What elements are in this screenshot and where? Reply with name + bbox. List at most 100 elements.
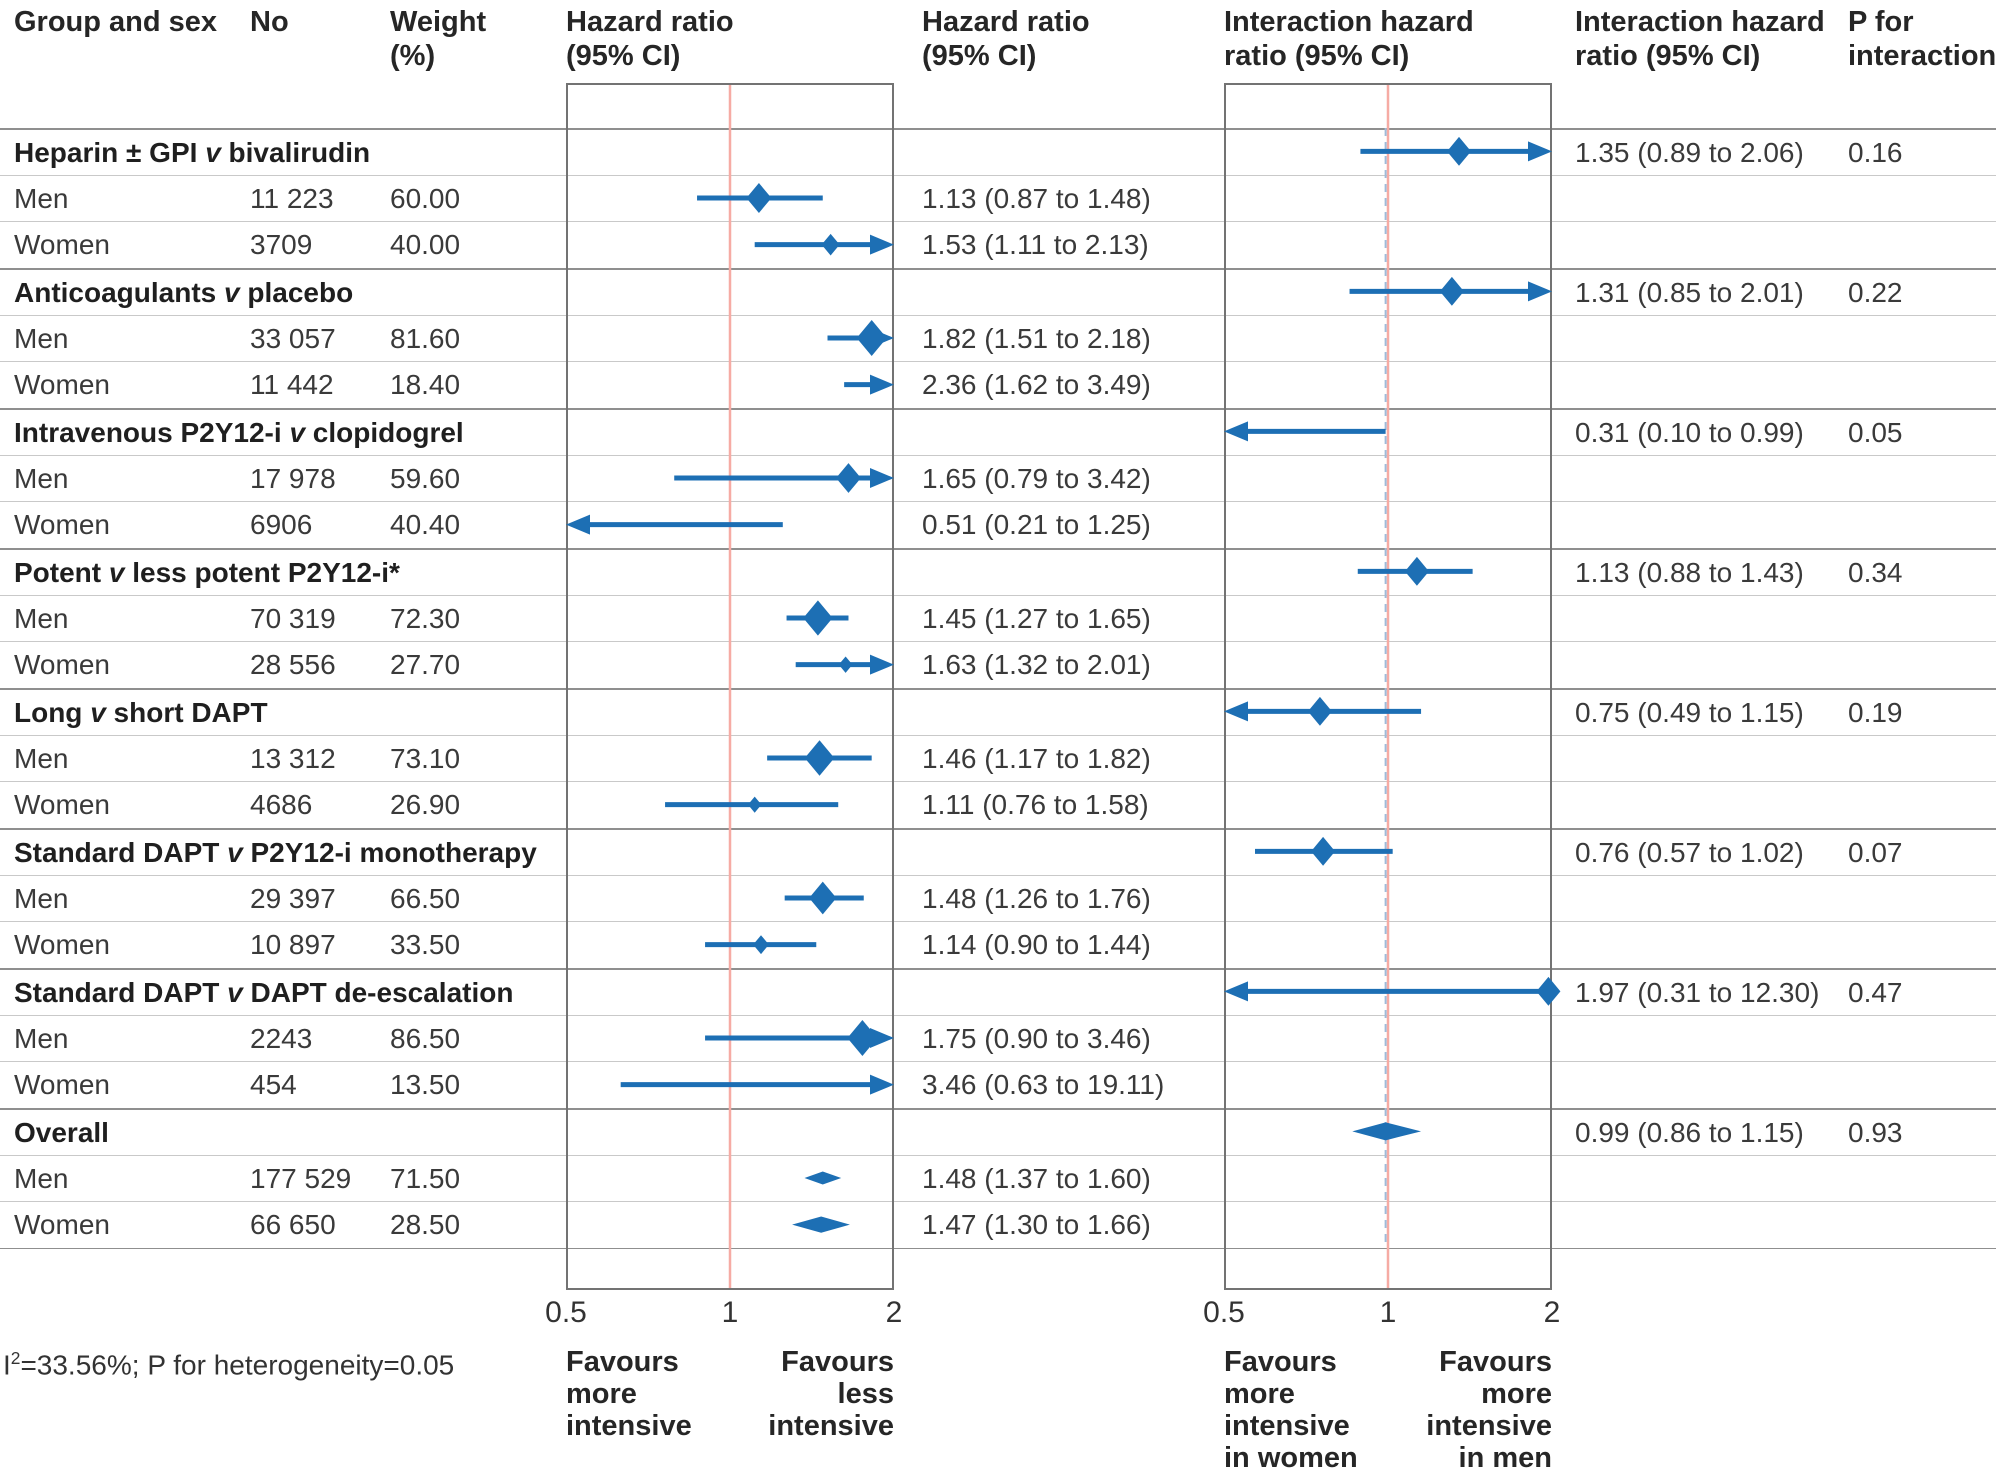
group-label: Intravenous P2Y12-i v clopidogrel <box>14 416 464 448</box>
interaction-hr-text: 1.13 (0.88 to 1.43) <box>1575 556 1804 588</box>
sex-label: Men <box>14 182 69 214</box>
weight-value: 40.00 <box>390 229 461 261</box>
n-value: 11 442 <box>250 369 334 401</box>
hr-text: 1.53 (1.11 to 2.13) <box>922 229 1149 261</box>
data-row: Women 454 13.50 3.46 (0.63 to 19.11) <box>0 1061 1996 1108</box>
sex-label: Women <box>14 1069 110 1101</box>
sex-label: Women <box>14 229 110 261</box>
data-row: Men 11 223 60.00 1.13 (0.87 to 1.48) <box>0 174 1996 222</box>
sex-label: Men <box>14 322 69 354</box>
weight-value: 66.50 <box>390 882 461 914</box>
group-row: Potent v less potent P2Y12-i* 1.13 (0.88 … <box>0 547 1996 595</box>
footnote-prefix: I <box>3 1349 11 1381</box>
weight-value: 72.30 <box>390 602 461 634</box>
column-header-hazard-plot: Hazard ratio (95% CI) <box>566 6 734 72</box>
favours-label-intensive-in-women: Favours more intensive in women <box>1224 1346 1358 1472</box>
sex-label: Men <box>14 462 69 494</box>
n-value: 17 978 <box>250 462 336 494</box>
weight-value: 40.40 <box>390 509 461 541</box>
group-label: Potent v less potent P2Y12-i* <box>14 556 400 588</box>
n-value: 11 223 <box>250 182 334 214</box>
sex-label: Women <box>14 1209 110 1241</box>
p-value: 0.47 <box>1848 976 1903 1008</box>
p-value: 0.19 <box>1848 696 1903 728</box>
n-value: 2243 <box>250 1022 313 1054</box>
sex-label: Women <box>14 509 110 541</box>
data-row: Men 33 057 81.60 1.82 (1.51 to 2.18) <box>0 314 1996 362</box>
data-row: Men 13 312 73.10 1.46 (1.17 to 1.82) <box>0 734 1996 782</box>
data-row: Women 3709 40.00 1.53 (1.11 to 2.13) <box>0 221 1996 268</box>
weight-value: 71.50 <box>390 1162 461 1194</box>
p-value: 0.07 <box>1848 836 1903 868</box>
hr-text: 1.48 (1.37 to 1.60) <box>922 1162 1151 1194</box>
column-header-group-sex: Group and sex <box>14 6 218 38</box>
sex-label: Men <box>14 882 69 914</box>
weight-value: 60.00 <box>390 182 461 214</box>
column-header-weight: Weight (%) <box>390 6 487 72</box>
data-row: Men 70 319 72.30 1.45 (1.27 to 1.65) <box>0 594 1996 642</box>
weight-value: 59.60 <box>390 462 461 494</box>
hr-text: 1.45 (1.27 to 1.65) <box>922 602 1151 634</box>
weight-value: 73.10 <box>390 742 461 774</box>
n-value: 28 556 <box>250 649 336 681</box>
hr-text: 0.51 (0.21 to 1.25) <box>922 509 1151 541</box>
n-value: 29 397 <box>250 882 336 914</box>
data-row: Men 2243 86.50 1.75 (0.90 to 3.46) <box>0 1014 1996 1062</box>
group-row: Standard DAPT v P2Y12-i monotherapy 0.76 … <box>0 827 1996 875</box>
axis-tick-label: 1 <box>721 1296 739 1329</box>
group-label: Overall <box>14 1116 109 1148</box>
group-label: Long v short DAPT <box>14 696 268 728</box>
group-label: Standard DAPT v DAPT de-escalation <box>14 976 514 1008</box>
n-value: 4686 <box>250 789 313 821</box>
hr-text: 1.63 (1.32 to 2.01) <box>922 649 1151 681</box>
column-header-p-interaction: P for interaction <box>1848 6 1997 72</box>
weight-value: 28.50 <box>390 1209 461 1241</box>
footnote-superscript: 2 <box>10 1348 21 1368</box>
data-row: Men 17 978 59.60 1.65 (0.79 to 3.42) <box>0 454 1996 502</box>
data-row: Men 29 397 66.50 1.48 (1.26 to 1.76) <box>0 874 1996 922</box>
interaction-hr-text: 0.99 (0.86 to 1.15) <box>1575 1116 1804 1148</box>
group-row: Long v short DAPT 0.75 (0.49 to 1.15) 0.19 <box>0 687 1996 735</box>
group-row: Intravenous P2Y12-i v clopidogrel 0.31 (0… <box>0 407 1996 455</box>
interaction-hr-text: 0.31 (0.10 to 0.99) <box>1575 416 1804 448</box>
hr-text: 1.75 (0.90 to 3.46) <box>922 1022 1151 1054</box>
p-value: 0.34 <box>1848 556 1903 588</box>
weight-value: 18.40 <box>390 369 461 401</box>
interaction-hr-text: 1.97 (0.31 to 12.30) <box>1575 976 1820 1008</box>
weight-value: 86.50 <box>390 1022 461 1054</box>
sex-label: Women <box>14 649 110 681</box>
column-header-hazard-text: Hazard ratio (95% CI) <box>922 6 1090 72</box>
column-header-interaction-text: Interaction hazard ratio (95% CI) <box>1575 6 1825 72</box>
n-value: 6906 <box>250 509 313 541</box>
weight-value: 13.50 <box>390 1069 461 1101</box>
axis-tick-label: 2 <box>1543 1296 1561 1329</box>
axis-tick-label: 2 <box>885 1296 903 1329</box>
interaction-hr-text: 1.35 (0.89 to 2.06) <box>1575 137 1804 168</box>
heterogeneity-footnote: I2=33.56%; P for heterogeneity=0.05 <box>3 1348 454 1381</box>
group-label: Heparin ± GPI v bivalirudin <box>14 137 371 168</box>
group-label: Anticoagulants v placebo <box>14 276 354 308</box>
interaction-hr-text: 1.31 (0.85 to 2.01) <box>1575 276 1804 308</box>
interaction-hr-text: 0.75 (0.49 to 1.15) <box>1575 696 1804 728</box>
hr-text: 1.47 (1.30 to 1.66) <box>922 1209 1151 1241</box>
hr-text: 1.14 (0.90 to 1.44) <box>922 929 1151 961</box>
group-row: Overall 0.99 (0.86 to 1.15) 0.93 <box>0 1107 1996 1155</box>
sex-label: Women <box>14 369 110 401</box>
hr-text: 1.82 (1.51 to 2.18) <box>922 322 1151 354</box>
hr-text: 1.46 (1.17 to 1.82) <box>922 742 1151 774</box>
p-value: 0.22 <box>1848 276 1903 308</box>
weight-value: 33.50 <box>390 929 461 961</box>
table-bottom-line <box>0 1248 1996 1249</box>
n-value: 66 650 <box>250 1209 336 1241</box>
n-value: 13 312 <box>250 742 336 774</box>
n-value: 454 <box>250 1069 297 1101</box>
n-value: 177 529 <box>250 1162 352 1194</box>
interaction-hr-text: 0.76 (0.57 to 1.02) <box>1575 836 1804 868</box>
sex-label: Men <box>14 602 69 634</box>
weight-value: 27.70 <box>390 649 461 681</box>
data-row: Women 28 556 27.70 1.63 (1.32 to 2.01) <box>0 641 1996 688</box>
hr-text: 1.65 (0.79 to 3.42) <box>922 462 1151 494</box>
data-row: Women 10 897 33.50 1.14 (0.90 to 1.44) <box>0 921 1996 968</box>
hr-text: 3.46 (0.63 to 19.11) <box>922 1069 1165 1101</box>
